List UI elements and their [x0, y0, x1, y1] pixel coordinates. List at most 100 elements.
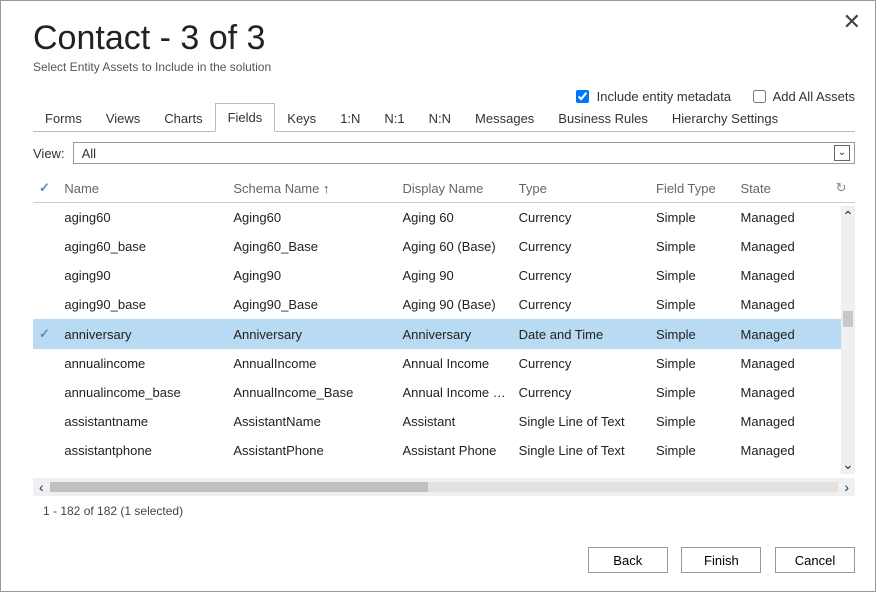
finish-button[interactable]: Finish [681, 547, 761, 573]
scroll-down-icon[interactable]: ⌄ [842, 455, 854, 473]
cell-name: aging90 [58, 261, 227, 290]
row-check [33, 290, 58, 319]
scroll-left-icon[interactable]: ‹ [39, 479, 44, 495]
cell-field-type: Simple [650, 261, 735, 290]
close-icon[interactable]: ✕ [843, 9, 861, 35]
include-metadata-option[interactable]: Include entity metadata [572, 89, 735, 104]
column-name[interactable]: Name [58, 174, 227, 203]
cell-schema: AnnualIncome_Base [227, 378, 396, 407]
cell-schema: Aging60_Base [227, 232, 396, 261]
tab-n-n[interactable]: N:N [417, 105, 463, 132]
cell-state: Managed [735, 436, 830, 465]
cell-field-type: Simple [650, 203, 735, 233]
row-check [33, 232, 58, 261]
cell-name: annualincome_base [58, 378, 227, 407]
refresh-icon[interactable]: ↻ [830, 174, 855, 203]
cell-field-type: Simple [650, 349, 735, 378]
cell-type: Date and Time [513, 319, 650, 349]
row-check: ✓ [33, 319, 58, 349]
cell-state: Managed [735, 378, 830, 407]
include-metadata-label: Include entity metadata [597, 89, 731, 104]
cell-display: Assistant [396, 407, 512, 436]
page-title: Contact - 3 of 3 [33, 19, 875, 58]
cell-type: Currency [513, 290, 650, 319]
back-button[interactable]: Back [588, 547, 668, 573]
grid-wrap: ✓ Name Schema Name Display Name Type Fie… [33, 174, 855, 474]
cell-schema: Aging90 [227, 261, 396, 290]
cell-field-type: Simple [650, 290, 735, 319]
cell-state: Managed [735, 319, 830, 349]
column-field-type[interactable]: Field Type [650, 174, 735, 203]
include-metadata-checkbox[interactable] [576, 90, 589, 103]
cancel-button[interactable]: Cancel [775, 547, 855, 573]
add-all-assets-checkbox[interactable] [753, 90, 766, 103]
tab-forms[interactable]: Forms [33, 105, 94, 132]
row-check [33, 378, 58, 407]
tab-charts[interactable]: Charts [152, 105, 214, 132]
cell-name: aging60_base [58, 232, 227, 261]
hscroll-thumb[interactable] [50, 482, 429, 492]
view-select[interactable]: All ⌄ [73, 142, 855, 164]
cell-schema: Aging60 [227, 203, 396, 233]
scroll-thumb[interactable] [843, 311, 853, 327]
row-check [33, 436, 58, 465]
fields-grid: ✓ Name Schema Name Display Name Type Fie… [33, 174, 855, 465]
vertical-scrollbar[interactable]: ⌃ ⌄ [841, 206, 855, 474]
cell-display: Aging 60 (Base) [396, 232, 512, 261]
column-state[interactable]: State [735, 174, 830, 203]
table-row[interactable]: ✓anniversaryAnniversaryAnniversaryDate a… [33, 319, 855, 349]
tab-1-n[interactable]: 1:N [328, 105, 372, 132]
table-row[interactable]: aging60_baseAging60_BaseAging 60 (Base)C… [33, 232, 855, 261]
column-schema-name[interactable]: Schema Name [227, 174, 396, 203]
tab-views[interactable]: Views [94, 105, 152, 132]
column-type[interactable]: Type [513, 174, 650, 203]
cell-field-type: Simple [650, 407, 735, 436]
scroll-right-icon[interactable]: › [844, 479, 849, 495]
tab-messages[interactable]: Messages [463, 105, 546, 132]
tab-n-1[interactable]: N:1 [372, 105, 416, 132]
table-row[interactable]: aging90_baseAging90_BaseAging 90 (Base)C… [33, 290, 855, 319]
cell-schema: AssistantPhone [227, 436, 396, 465]
cell-name: aging60 [58, 203, 227, 233]
column-display-name[interactable]: Display Name [396, 174, 512, 203]
table-row[interactable]: assistantnameAssistantNameAssistantSingl… [33, 407, 855, 436]
cell-schema: Aging90_Base [227, 290, 396, 319]
cell-name: anniversary [58, 319, 227, 349]
footer-buttons: Back Finish Cancel [578, 547, 855, 573]
tab-fields[interactable]: Fields [215, 103, 276, 132]
table-row[interactable]: assistantphoneAssistantPhoneAssistant Ph… [33, 436, 855, 465]
cell-display: Aging 60 [396, 203, 512, 233]
row-check [33, 407, 58, 436]
page-subtitle: Select Entity Assets to Include in the s… [33, 60, 875, 74]
table-row[interactable]: annualincomeAnnualIncomeAnnual IncomeCur… [33, 349, 855, 378]
row-check [33, 349, 58, 378]
tab-business-rules[interactable]: Business Rules [546, 105, 660, 132]
cell-display: Anniversary [396, 319, 512, 349]
tab-hierarchy-settings[interactable]: Hierarchy Settings [660, 105, 790, 132]
scroll-up-icon[interactable]: ⌃ [842, 207, 854, 225]
add-all-assets-option[interactable]: Add All Assets [749, 89, 855, 104]
tab-keys[interactable]: Keys [275, 105, 328, 132]
options-row: Include entity metadata Add All Assets [558, 87, 855, 106]
horizontal-scrollbar[interactable]: ‹ › [33, 478, 855, 496]
hscroll-track[interactable] [50, 482, 839, 492]
cell-schema: AnnualIncome [227, 349, 396, 378]
cell-display: Aging 90 (Base) [396, 290, 512, 319]
table-row[interactable]: aging60Aging60Aging 60CurrencySimpleMana… [33, 203, 855, 233]
chevron-down-icon[interactable]: ⌄ [834, 145, 850, 161]
table-row[interactable]: annualincome_baseAnnualIncome_BaseAnnual… [33, 378, 855, 407]
tab-bar: FormsViewsChartsFieldsKeys1:NN:1N:NMessa… [33, 102, 855, 132]
row-check [33, 261, 58, 290]
cell-state: Managed [735, 290, 830, 319]
dialog-window: ✕ Contact - 3 of 3 Select Entity Assets … [0, 0, 876, 592]
cell-field-type: Simple [650, 232, 735, 261]
cell-schema: Anniversary [227, 319, 396, 349]
grid-header-row: ✓ Name Schema Name Display Name Type Fie… [33, 174, 855, 203]
cell-type: Currency [513, 232, 650, 261]
cell-type: Currency [513, 378, 650, 407]
cell-type: Currency [513, 203, 650, 233]
cell-display: Assistant Phone [396, 436, 512, 465]
column-checkbox[interactable]: ✓ [33, 174, 58, 203]
table-row[interactable]: aging90Aging90Aging 90CurrencySimpleMana… [33, 261, 855, 290]
cell-field-type: Simple [650, 378, 735, 407]
